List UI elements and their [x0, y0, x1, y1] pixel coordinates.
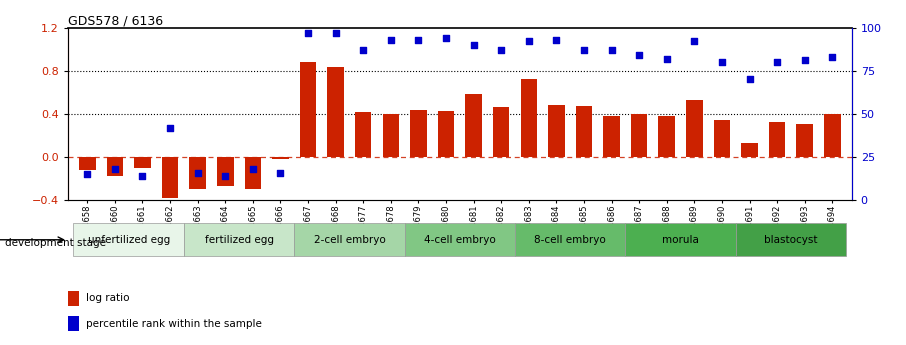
Bar [410, 110, 427, 157]
Point [770, 59, 785, 65]
Bar [355, 112, 371, 157]
Bar [736, 223, 846, 256]
Bar [184, 223, 294, 256]
Point [301, 30, 315, 36]
Bar [603, 116, 620, 157]
Bar [189, 157, 206, 189]
Bar [466, 95, 482, 157]
Point [577, 47, 592, 53]
Bar [73, 223, 184, 256]
Point [80, 171, 94, 177]
Point [163, 125, 178, 130]
Point [631, 52, 646, 58]
Point [825, 54, 840, 60]
Point [604, 47, 619, 53]
Point [797, 58, 812, 63]
Bar [659, 116, 675, 157]
Bar [515, 223, 625, 256]
Text: 2-cell embryo: 2-cell embryo [313, 235, 385, 245]
Text: log ratio: log ratio [86, 293, 130, 303]
Point [108, 166, 122, 172]
Point [190, 170, 205, 175]
Text: morula: morula [662, 235, 699, 245]
Bar [686, 100, 703, 157]
Point [328, 30, 342, 36]
Point [660, 56, 674, 61]
Bar [631, 114, 648, 157]
Point [246, 166, 260, 172]
Bar [521, 79, 537, 157]
Bar [382, 114, 399, 157]
Text: development stage: development stage [5, 238, 105, 248]
Text: fertilized egg: fertilized egg [205, 235, 274, 245]
Point [135, 173, 149, 179]
Point [411, 37, 426, 42]
Text: 8-cell embryo: 8-cell embryo [535, 235, 606, 245]
Bar [134, 157, 150, 168]
Point [715, 59, 729, 65]
Point [687, 39, 701, 44]
Text: 4-cell embryo: 4-cell embryo [424, 235, 496, 245]
Bar [68, 316, 80, 332]
Point [742, 77, 757, 82]
Bar [162, 157, 178, 198]
Bar [493, 107, 509, 157]
Bar [217, 157, 234, 186]
Bar [405, 223, 515, 256]
Point [522, 39, 536, 44]
Point [549, 37, 564, 42]
Bar [300, 62, 316, 157]
Point [356, 47, 371, 53]
Bar [769, 122, 786, 157]
Text: percentile rank within the sample: percentile rank within the sample [86, 319, 262, 329]
Bar [327, 68, 344, 157]
Bar [79, 157, 95, 170]
Bar [575, 106, 593, 157]
Text: unfertilized egg: unfertilized egg [88, 235, 169, 245]
Bar [107, 157, 123, 176]
Text: GDS578 / 6136: GDS578 / 6136 [68, 14, 163, 28]
Bar [741, 143, 757, 157]
Point [383, 37, 398, 42]
Point [218, 173, 233, 179]
Bar [245, 157, 261, 189]
Point [494, 47, 508, 53]
Bar [824, 114, 841, 157]
Bar [272, 157, 289, 159]
Bar [548, 105, 564, 157]
Bar [625, 223, 736, 256]
Bar [438, 111, 454, 157]
Bar [294, 223, 405, 256]
Bar [68, 290, 80, 306]
Point [274, 170, 288, 175]
Bar [714, 120, 730, 157]
Text: blastocyst: blastocyst [764, 235, 818, 245]
Point [467, 42, 481, 48]
Point [439, 35, 453, 41]
Bar [796, 124, 813, 157]
